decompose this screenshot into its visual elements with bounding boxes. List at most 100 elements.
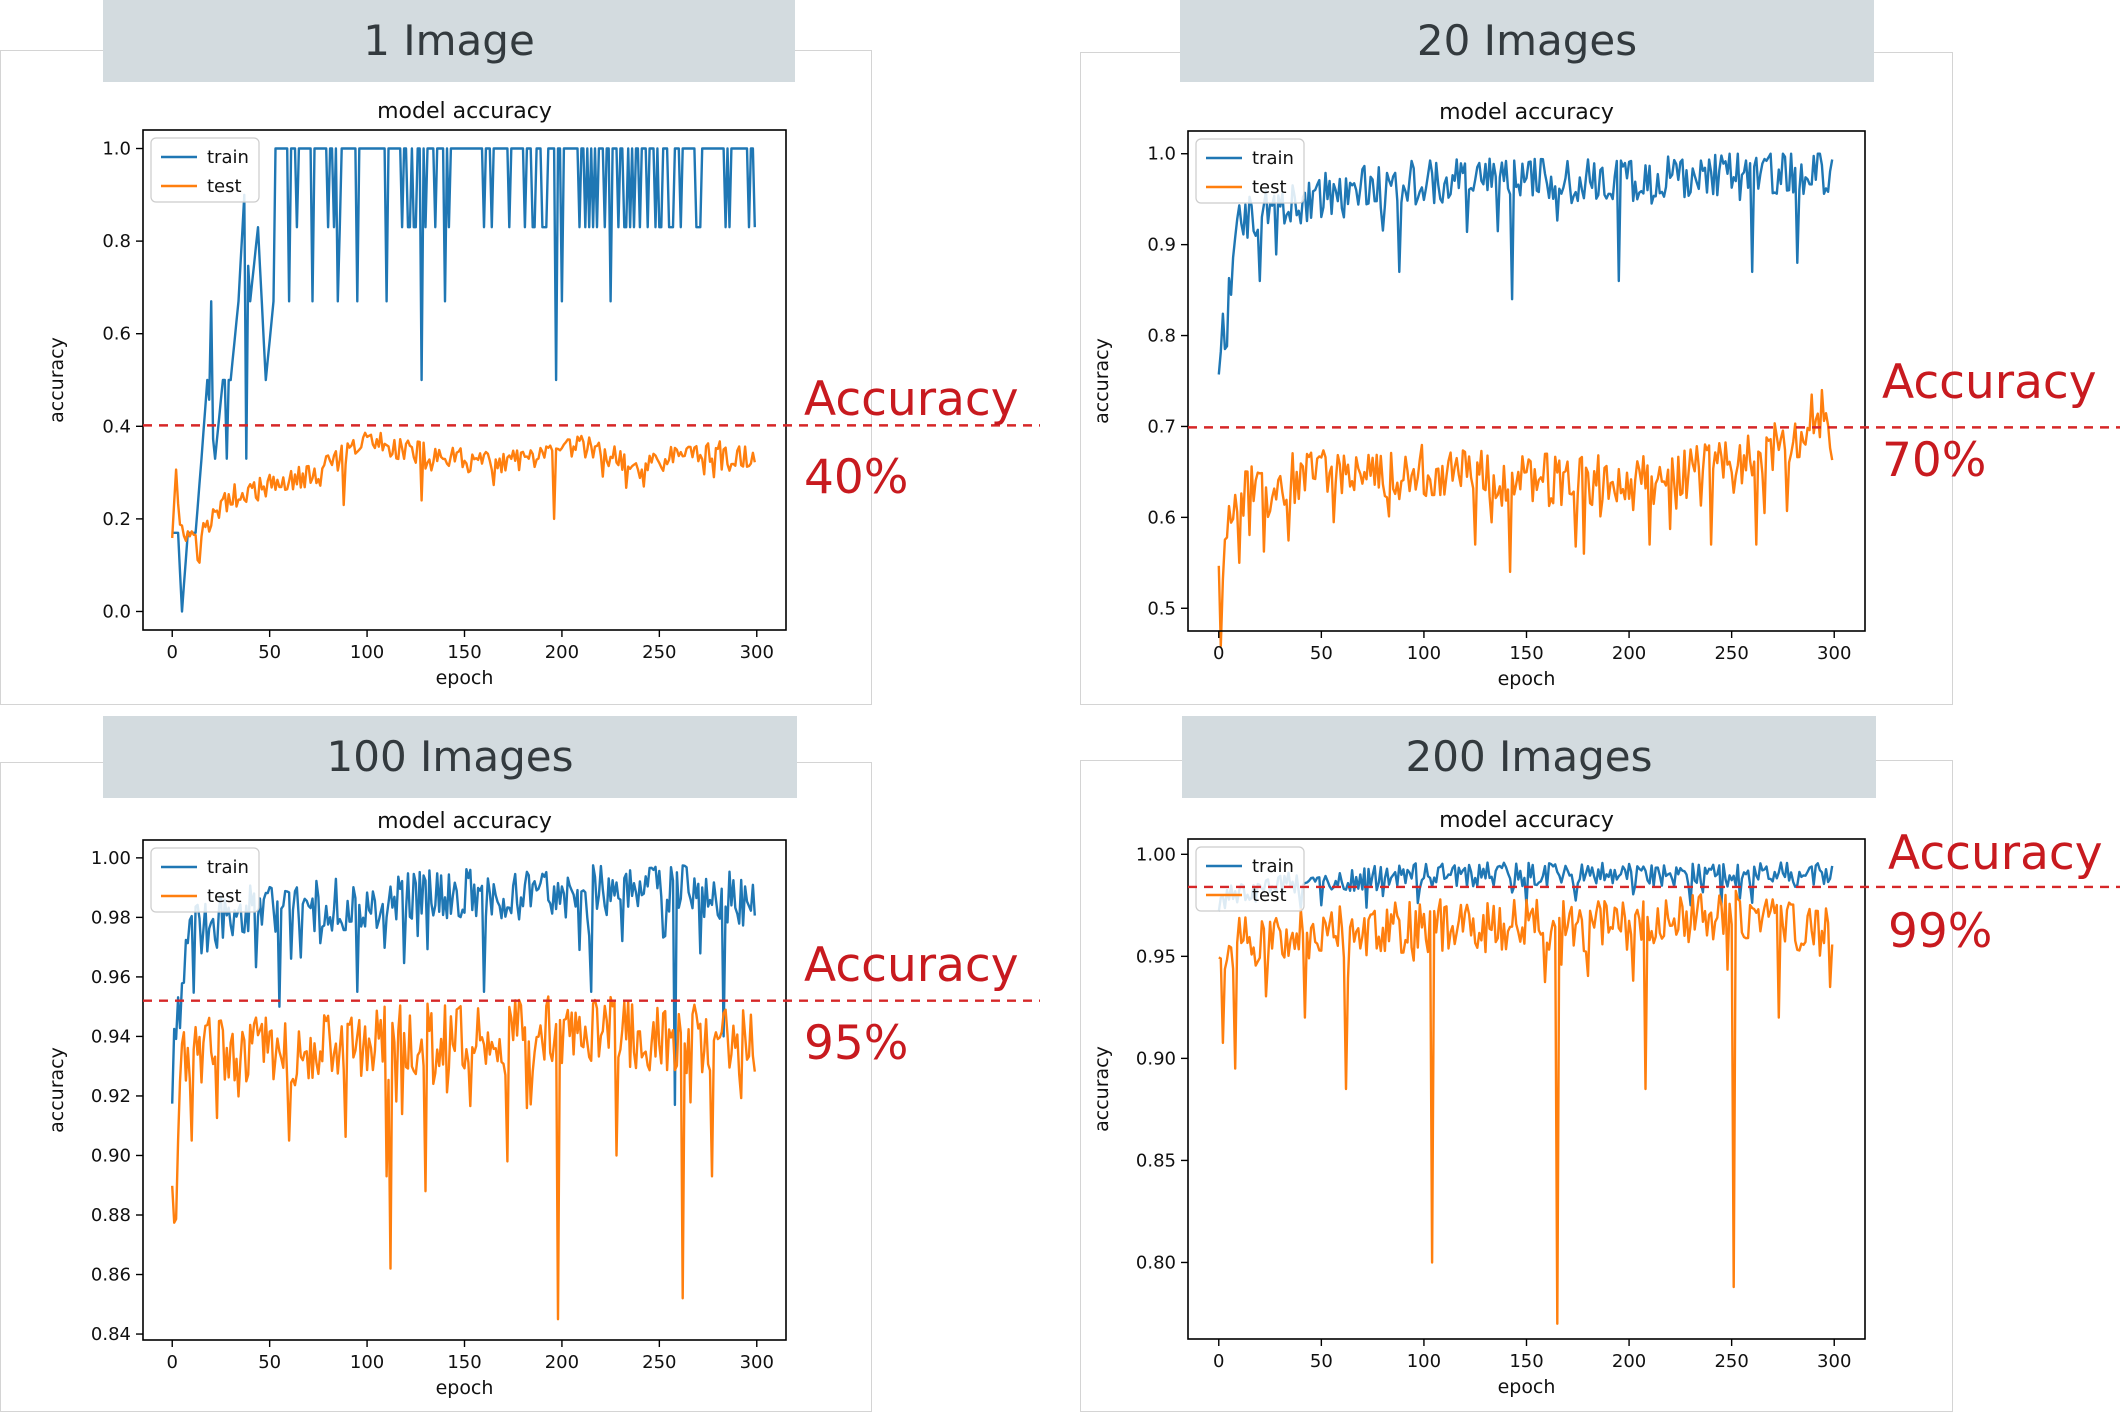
chart-frame <box>0 762 872 1412</box>
x-tick-label: 200 <box>1612 643 1646 664</box>
chart-100-images: model accuracy 0 50 100 150 200 250 300 0.84 0.86… <box>46 809 1040 1399</box>
x-tick-label: 50 <box>258 1352 281 1373</box>
y-tick-label: 0.92 <box>91 1086 131 1107</box>
x-axis-label: epoch <box>1498 1376 1556 1398</box>
chart-1-image: model accuracy 0 50 100 150 200 250 300 0.0 0.2 0.… <box>46 99 1040 689</box>
accuracy-value: 40% <box>804 450 909 505</box>
series-line-test <box>1218 889 1834 1325</box>
y-tick-label: 0.86 <box>91 1265 131 1286</box>
y-tick-label: 0.6 <box>1147 507 1176 528</box>
x-tick-label: 50 <box>258 642 281 663</box>
accuracy-value: 99% <box>1888 904 1993 959</box>
legend-entry-test: test <box>1252 885 1287 906</box>
chart-title: model accuracy <box>1439 808 1614 833</box>
x-tick-label: 0 <box>1213 643 1224 664</box>
panel-1-image: 1 Image model accuracy 0 50 100 150 200 250 300… <box>0 0 1063 705</box>
x-tick-label: 50 <box>1310 643 1333 664</box>
legend-entry-test: test <box>1252 177 1287 198</box>
accuracy-value: 95% <box>804 1016 909 1071</box>
y-tick-label: 0.7 <box>1147 416 1176 437</box>
y-tick-label: 0.96 <box>91 967 131 988</box>
panel-banner: 20 Images <box>1180 0 1874 82</box>
panel-banner: 200 Images <box>1182 716 1876 798</box>
panel-20-images: 20 Images model accuracy 0 50 100 150 200 250 3… <box>1080 0 2126 705</box>
legend-entry-train: train <box>1252 856 1294 877</box>
legend: train test <box>1195 846 1305 912</box>
x-tick-label: 250 <box>1714 643 1748 664</box>
legend-entry-train: train <box>207 147 249 168</box>
y-tick-label: 0.94 <box>91 1026 131 1047</box>
y-tick-label: 0.8 <box>102 231 131 252</box>
x-tick-label: 150 <box>447 1352 481 1373</box>
legend: train test <box>150 847 260 913</box>
y-tick-label: 0.0 <box>102 601 131 622</box>
legend-entry-train: train <box>1252 148 1294 169</box>
x-tick-label: 300 <box>1817 1351 1851 1372</box>
x-tick-label: 300 <box>740 642 774 663</box>
series-line-train <box>171 864 756 1107</box>
y-tick-label: 0.8 <box>1147 326 1176 347</box>
y-tick-label: 0.88 <box>91 1205 131 1226</box>
x-tick-label: 200 <box>1612 1351 1646 1372</box>
y-tick-label: 1.0 <box>102 139 131 160</box>
x-tick-label: 50 <box>1310 1351 1333 1372</box>
y-tick-label: 0.80 <box>1136 1252 1176 1273</box>
y-tick-label: 0.2 <box>102 509 131 530</box>
panel-200-images: 200 Images model accuracy 0 50 100 150 200 250… <box>1080 698 2126 1412</box>
x-tick-label: 250 <box>642 1352 676 1373</box>
legend-entry-train: train <box>207 857 249 878</box>
x-tick-label: 250 <box>1714 1351 1748 1372</box>
x-tick-label: 150 <box>447 642 481 663</box>
y-axis-label: accuracy <box>46 337 68 423</box>
accuracy-label: Accuracy <box>1888 826 2103 881</box>
x-tick-label: 150 <box>1509 643 1543 664</box>
x-axis-label: epoch <box>436 667 494 689</box>
y-tick-label: 0.84 <box>91 1324 131 1345</box>
y-tick-label: 0.90 <box>91 1145 131 1166</box>
y-tick-label: 0.5 <box>1147 598 1176 619</box>
x-tick-label: 250 <box>642 642 676 663</box>
x-tick-label: 0 <box>167 1352 178 1373</box>
legend: train test <box>1195 138 1305 204</box>
y-tick-label: 0.85 <box>1136 1150 1176 1171</box>
x-tick-label: 300 <box>740 1352 774 1373</box>
series-line-train <box>1217 861 1834 912</box>
series-line-test <box>1217 388 1834 648</box>
y-tick-label: 0.98 <box>91 907 131 928</box>
x-tick-label: 100 <box>350 642 384 663</box>
x-tick-label: 100 <box>350 1352 384 1373</box>
x-tick-label: 200 <box>545 642 579 663</box>
y-tick-label: 0.4 <box>102 416 131 437</box>
chart-200-images: model accuracy 0 50 100 150 200 250 300 0.80 0.85… <box>1091 808 2120 1398</box>
y-axis-label: accuracy <box>1091 338 1113 424</box>
series-line-train <box>1217 152 1834 375</box>
legend-entry-test: test <box>207 176 242 197</box>
accuracy-label: Accuracy <box>804 372 1019 427</box>
panel-banner: 1 Image <box>103 0 795 82</box>
x-tick-label: 150 <box>1509 1351 1543 1372</box>
panel-banner: 100 Images <box>103 716 797 798</box>
plot-area <box>142 129 787 631</box>
legend: train test <box>150 137 260 203</box>
plot-area <box>1187 130 1866 632</box>
series-line-test <box>171 431 756 564</box>
series-line-test <box>171 995 756 1321</box>
x-tick-label: 0 <box>167 642 178 663</box>
y-tick-label: 1.00 <box>91 848 131 869</box>
chart-title: model accuracy <box>1439 100 1614 125</box>
x-tick-label: 0 <box>1213 1351 1224 1372</box>
y-tick-label: 1.0 <box>1147 144 1176 165</box>
x-axis-label: epoch <box>436 1377 494 1399</box>
y-tick-label: 1.00 <box>1136 844 1176 865</box>
x-axis-label: epoch <box>1498 668 1556 690</box>
chart-20-images: model accuracy 0 50 100 150 200 250 300 0.5 0.6 0.… <box>1091 100 2120 690</box>
x-tick-label: 100 <box>1407 1351 1441 1372</box>
chart-title: model accuracy <box>377 99 552 124</box>
accuracy-label: Accuracy <box>1882 355 2097 410</box>
y-axis-label: accuracy <box>1091 1046 1113 1132</box>
accuracy-label: Accuracy <box>804 938 1019 993</box>
y-axis-label: accuracy <box>46 1047 68 1133</box>
accuracy-value: 70% <box>1882 433 1987 488</box>
series-line-train <box>172 147 756 613</box>
x-tick-label: 300 <box>1817 643 1851 664</box>
